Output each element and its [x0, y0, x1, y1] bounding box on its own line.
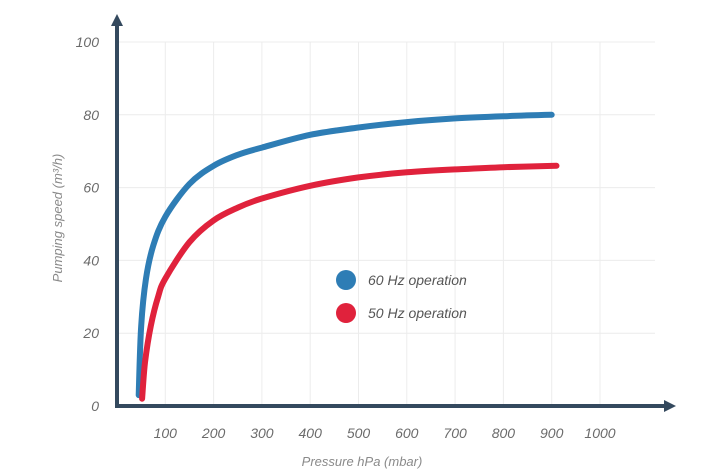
x-axis-label: Pressure hPa (mbar): [302, 454, 423, 469]
x-tick-label-100: 100: [154, 425, 178, 441]
x-tick-label-700: 700: [443, 425, 467, 441]
axis-layer: [111, 14, 676, 412]
legend-label-50hz: 50 Hz operation: [368, 305, 467, 321]
y-tick-label-20: 20: [82, 325, 99, 341]
y-tick-label-60: 60: [83, 180, 99, 196]
grid-layer: [117, 41, 655, 406]
legend-marker-60hz: [336, 270, 356, 290]
series-line-60hz: [135, 111, 555, 399]
y-tick-label-40: 40: [83, 252, 99, 268]
x-tick-label-900: 900: [540, 425, 564, 441]
y-axis-arrow-icon: [111, 14, 123, 26]
legend-marker-50hz: [336, 303, 356, 323]
series-layer: [135, 111, 560, 402]
x-tick-label-600: 600: [395, 425, 419, 441]
series-line-50hz: [139, 162, 560, 402]
x-axis-arrow-icon: [664, 400, 676, 412]
y-tick-label-80: 80: [83, 107, 99, 123]
y-tick-label-100: 100: [76, 34, 100, 50]
legend: 60 Hz operation 50 Hz operation: [336, 270, 467, 323]
y-axis-label: Pumping speed (m³/h): [50, 154, 65, 283]
x-tick-label-800: 800: [492, 425, 516, 441]
x-tick-label-400: 400: [299, 425, 323, 441]
x-tick-label-300: 300: [250, 425, 274, 441]
tick-labels: 0 20 40 60 80 100 100 200 300 400 500 600 700 800 900 1…: [76, 34, 616, 441]
x-tick-label-1000: 1000: [584, 425, 615, 441]
x-tick-label-500: 500: [347, 425, 371, 441]
y-tick-label-0: 0: [91, 398, 99, 414]
legend-label-60hz: 60 Hz operation: [368, 272, 467, 288]
x-tick-label-200: 200: [201, 425, 226, 441]
